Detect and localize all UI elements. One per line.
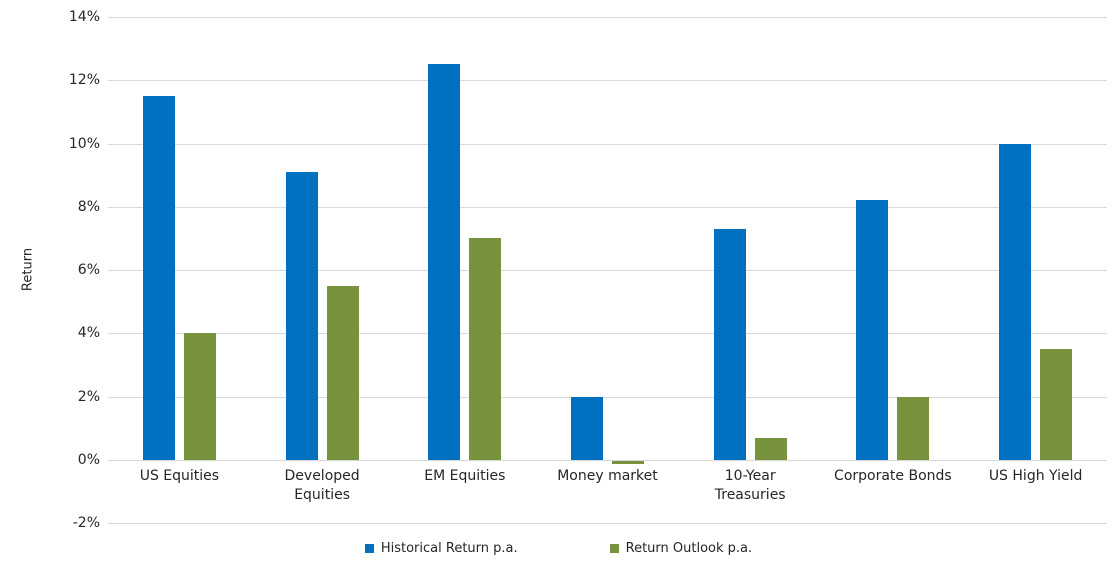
y-tick-label: 10% xyxy=(68,135,100,152)
x-category-label: Corporate Bonds xyxy=(834,468,952,484)
bar xyxy=(285,172,318,460)
gridline xyxy=(108,459,1107,461)
legend: Historical Return p.a. Return Outlook p.… xyxy=(0,541,1117,556)
legend-label-historical: Historical Return p.a. xyxy=(380,541,518,556)
bar xyxy=(183,333,216,460)
gridline xyxy=(108,396,1107,398)
legend-swatch-outlook-icon xyxy=(609,544,619,553)
bar xyxy=(856,200,889,460)
gridline xyxy=(108,80,1107,82)
gridline xyxy=(108,523,1107,524)
x-category-label: US High Yield xyxy=(988,468,1083,484)
bar xyxy=(897,396,930,460)
y-tick-label: 14% xyxy=(68,9,100,25)
y-tick-label: -2% xyxy=(72,515,100,531)
legend-label-outlook: Return Outlook p.a. xyxy=(625,541,753,556)
gridline xyxy=(108,270,1107,271)
y-tick-label: 12% xyxy=(68,72,100,89)
gridline xyxy=(108,206,1107,208)
y-tick-label: 4% xyxy=(77,325,100,342)
x-category-label: 10-Year Treasuries xyxy=(714,468,786,503)
gridline xyxy=(108,143,1107,145)
x-category-label: US Equities xyxy=(139,468,220,484)
bar xyxy=(326,285,359,460)
bar xyxy=(428,64,461,460)
bar xyxy=(469,238,502,460)
legend-item-return-outlook: Return Outlook p.a. xyxy=(609,541,753,556)
gridline xyxy=(108,333,1107,335)
x-category-label: Money market xyxy=(557,468,658,484)
x-category-label: Developed Equities xyxy=(284,468,360,503)
gridline xyxy=(108,17,1107,18)
x-category-label: EM Equities xyxy=(424,468,506,484)
bar xyxy=(999,143,1032,460)
bar xyxy=(713,228,746,460)
y-tick-label: 0% xyxy=(77,451,100,468)
y-axis-title: Return xyxy=(20,247,36,292)
y-tick-label: 6% xyxy=(77,262,100,278)
legend-item-historical-return: Historical Return p.a. xyxy=(364,541,518,556)
bar xyxy=(571,396,603,460)
legend-swatch-historical-icon xyxy=(364,544,374,553)
bar xyxy=(142,96,175,460)
bar xyxy=(1040,349,1073,460)
bar xyxy=(612,460,644,464)
plot-area xyxy=(108,17,1107,524)
y-tick-label: 2% xyxy=(77,388,100,405)
bar xyxy=(754,437,787,460)
y-tick-label: 8% xyxy=(77,198,100,215)
